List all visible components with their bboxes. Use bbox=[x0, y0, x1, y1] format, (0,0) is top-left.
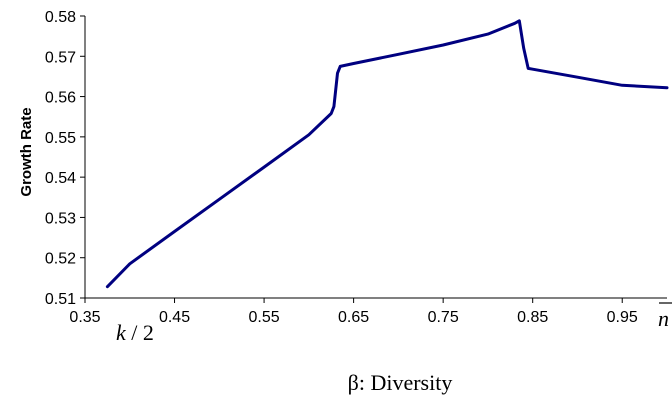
y-tick-label: 0.53 bbox=[45, 210, 76, 227]
y-axis-title: Growth Rate bbox=[18, 107, 35, 196]
y-tick-label: 0.54 bbox=[45, 170, 76, 187]
series-line bbox=[105, 19, 669, 289]
y-ticks: 0.51 0.52 0.53 0.54 0.55 0.56 0.57 0.58 bbox=[45, 9, 85, 308]
x-tick-label: 0.85 bbox=[517, 309, 548, 326]
y-tick-label: 0.56 bbox=[45, 90, 76, 107]
x-end-math-label: n bbox=[658, 306, 669, 331]
x-ticks: 0.35 0.45 0.55 0.65 0.75 0.85 0.95 bbox=[69, 298, 638, 326]
x-tick-label: 0.45 bbox=[159, 309, 190, 326]
y-tick-label: 0.57 bbox=[45, 49, 76, 66]
y-tick-label: 0.51 bbox=[45, 291, 76, 308]
x-axis-title: β: Diversity bbox=[348, 370, 453, 395]
x-start-math-rest: / 2 bbox=[126, 320, 154, 345]
x-tick-label: 0.75 bbox=[428, 309, 459, 326]
y-tick-label: 0.52 bbox=[45, 251, 76, 268]
x-tick-label: 0.55 bbox=[249, 309, 280, 326]
x-start-math-var: k bbox=[116, 320, 127, 345]
y-tick-label: 0.55 bbox=[45, 130, 76, 147]
x-tick-label: 0.65 bbox=[338, 309, 369, 326]
y-tick-label: 0.58 bbox=[45, 9, 76, 26]
plot-area: 0.51 0.52 0.53 0.54 0.55 0.56 0.57 0.58 0.35 0.4… bbox=[45, 9, 669, 326]
x-tick-label: 0.35 bbox=[69, 309, 100, 326]
x-start-math-label: k / 2 bbox=[116, 320, 154, 345]
x-tick-label: 0.95 bbox=[607, 309, 638, 326]
